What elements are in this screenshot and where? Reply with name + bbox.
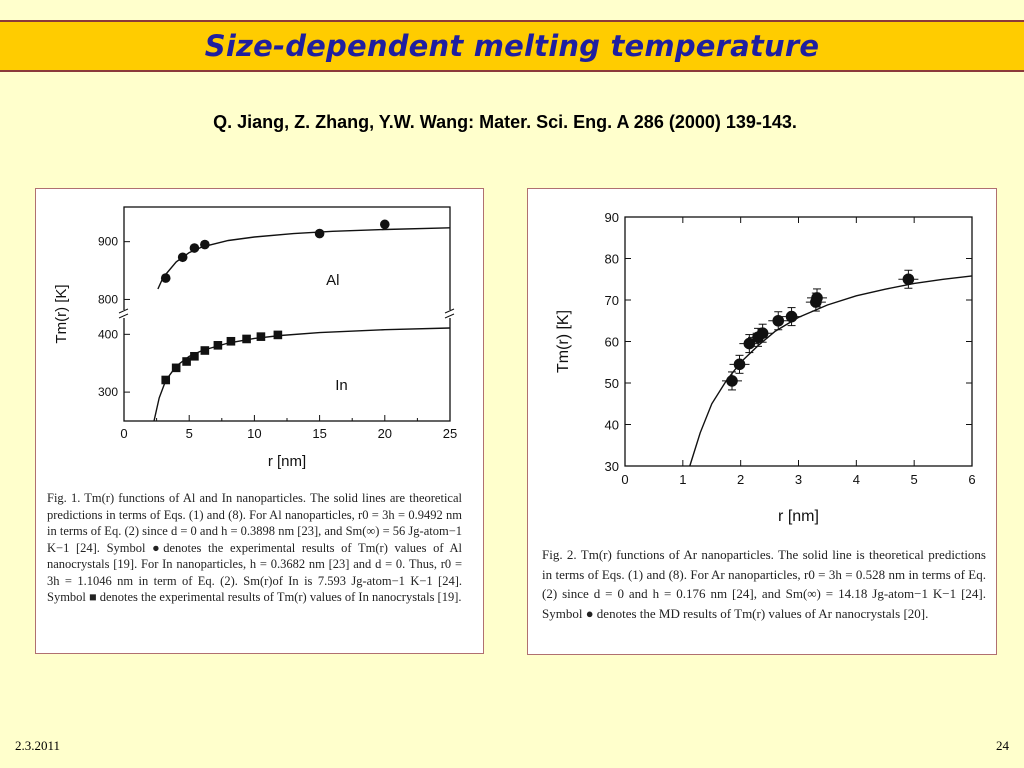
ar-data-point [772,314,785,327]
ar-data-point [756,327,769,339]
footer-date: 2.3.2011 [15,738,61,753]
x-tick-label: 2 [737,472,744,487]
page-number: 24 [996,738,1009,753]
ar-data-point [785,310,798,323]
ar-data-point [733,358,746,371]
axis-break-mark [444,313,455,319]
in-data-point [273,330,283,340]
slide-title: Size-dependent melting temperature [204,29,820,63]
figure-2: 30 40 50 60 70 80 90 0 1 2 3 4 5 6 r [nm] Tm(r) [K] Fig… [527,188,997,655]
plot-frame [624,216,973,467]
citation: Q. Jiang, Z. Zhang, Y.W. Wang: Mater. Sc… [213,112,797,132]
axis-break-gap [120,310,128,318]
al-data-point [314,228,325,239]
figure-1-caption: Fig. 1. Tm(r) functions of Al and In nan… [47,491,462,604]
in-data-point [190,351,199,361]
y-tick-label: 900 [98,235,118,249]
y-tick-label: 300 [98,385,118,399]
al-data-point [177,252,188,263]
ar-data-point [811,292,823,304]
in-data-point [171,363,181,373]
in-data-point [161,375,171,385]
in-data-point [213,341,223,350]
y-tick-label: 80 [605,252,619,267]
x-tick-label: 6 [968,472,975,487]
x-tick-label: 5 [186,426,193,441]
plot-frame [123,206,451,422]
y-tick-label: 800 [98,292,118,306]
x-tick-label: 5 [911,472,918,487]
figure-2-caption: Fig. 2. Tm(r) functions of Ar nanopartic… [542,547,986,621]
x-axis-label: r [nm] [778,508,819,525]
figure-1: 800 900 Al 300 400 In 0 5 10 15 20 25 r [nm] Tm(r) [K… [35,188,484,654]
ar-data-point [743,337,756,350]
y-axis-label: Tm(r) [K] [555,310,572,373]
x-tick-label: 10 [247,426,261,441]
al-theory-curve [157,227,451,290]
axis-break-mark [118,313,129,319]
x-tick-label: 3 [795,472,802,487]
y-tick-label: 50 [605,376,619,391]
x-tick-label: 1 [679,472,686,487]
ar-data-point [902,273,915,286]
in-theory-curve [153,327,451,422]
in-data-point [242,334,251,344]
x-tick-label: 15 [312,426,326,441]
al-data-point [200,239,210,250]
figure-2-chart: 30 40 50 60 70 80 90 0 1 2 3 4 5 6 r [nm] Tm(r) [K] [555,210,976,525]
figure-1-chart: 800 900 Al 300 400 In 0 5 10 15 20 25 r [nm] Tm(r) [K… [53,206,457,470]
in-data-point [200,346,210,355]
y-tick-label: 70 [605,293,619,308]
al-data-point [160,273,171,283]
x-tick-label: 20 [378,426,392,441]
x-tick-label: 0 [120,426,127,441]
y-tick-label: 60 [605,335,619,350]
al-data-point [380,219,390,230]
axis-break-mark [118,308,129,314]
in-data-point [256,332,266,341]
axis-break-mark [444,308,455,314]
axis-break-gap [446,310,454,318]
y-tick-label: 400 [98,327,118,341]
x-tick-label: 0 [621,472,628,487]
in-data-point [182,357,191,366]
y-axis-label: Tm(r) [K] [53,284,70,343]
series-label-in: In [335,377,348,394]
x-tick-label: 4 [853,472,860,487]
y-tick-label: 90 [605,210,619,225]
al-data-point [189,243,200,253]
x-tick-label: 25 [443,426,457,441]
in-data-point [226,336,236,346]
ar-theory-curve [689,275,973,467]
ar-data-point [726,375,738,387]
x-axis-label: r [nm] [268,453,306,470]
y-tick-label: 30 [605,459,619,474]
series-label-al: Al [326,272,339,289]
title-bar: Size-dependent melting temperature [0,20,1024,72]
y-tick-label: 40 [605,418,619,433]
